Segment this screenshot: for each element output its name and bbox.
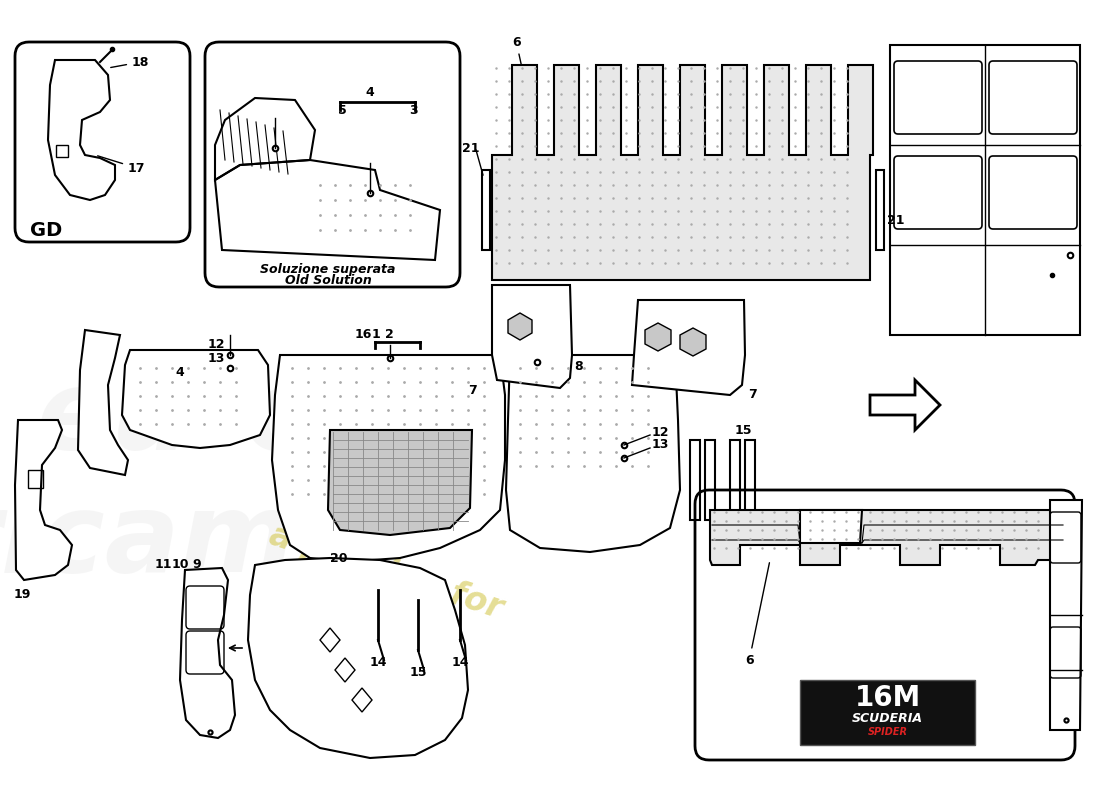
Polygon shape xyxy=(632,300,745,395)
Text: euro
ricambi: euro ricambi xyxy=(0,365,414,595)
Polygon shape xyxy=(352,688,372,712)
Text: 17: 17 xyxy=(98,156,145,174)
Bar xyxy=(56,145,68,157)
Text: 7: 7 xyxy=(748,389,757,402)
Text: 2: 2 xyxy=(385,327,394,341)
FancyBboxPatch shape xyxy=(695,490,1075,760)
Text: SCUDERIA: SCUDERIA xyxy=(852,711,923,725)
FancyBboxPatch shape xyxy=(205,42,460,287)
Polygon shape xyxy=(122,350,270,448)
Text: 8: 8 xyxy=(574,361,583,374)
Text: 4: 4 xyxy=(175,366,184,379)
Bar xyxy=(876,170,884,250)
Polygon shape xyxy=(336,658,355,682)
Polygon shape xyxy=(180,568,235,738)
Text: a passion for
parts: a passion for parts xyxy=(253,518,507,662)
Text: 5: 5 xyxy=(338,103,346,117)
Polygon shape xyxy=(645,323,671,351)
Text: 4: 4 xyxy=(365,86,374,98)
Text: 3: 3 xyxy=(409,103,417,117)
Polygon shape xyxy=(800,510,862,543)
Text: 10: 10 xyxy=(172,558,189,571)
Text: 6: 6 xyxy=(512,35,521,66)
Text: Soluzione superata: Soluzione superata xyxy=(261,263,396,276)
Polygon shape xyxy=(1050,500,1082,730)
Polygon shape xyxy=(680,328,706,356)
Bar xyxy=(730,440,740,520)
Text: 21: 21 xyxy=(462,142,480,154)
Text: 12: 12 xyxy=(208,338,226,351)
Text: 14: 14 xyxy=(370,655,387,669)
Polygon shape xyxy=(328,430,472,535)
Text: 12: 12 xyxy=(652,426,670,438)
FancyBboxPatch shape xyxy=(15,42,190,242)
Polygon shape xyxy=(320,628,340,652)
Polygon shape xyxy=(870,380,940,430)
Polygon shape xyxy=(508,313,532,340)
Text: 14: 14 xyxy=(452,655,470,669)
Polygon shape xyxy=(248,558,468,758)
Text: Old Solution: Old Solution xyxy=(285,274,372,287)
Text: 18: 18 xyxy=(111,55,150,69)
Text: 15: 15 xyxy=(410,666,428,678)
Text: GD: GD xyxy=(30,221,63,239)
Polygon shape xyxy=(492,65,873,280)
Polygon shape xyxy=(492,285,572,388)
Text: 11: 11 xyxy=(155,558,173,571)
Bar xyxy=(690,440,700,520)
Text: 15: 15 xyxy=(735,423,752,437)
Bar xyxy=(745,440,755,520)
Text: 16: 16 xyxy=(355,327,373,341)
Text: 20: 20 xyxy=(330,551,348,565)
Polygon shape xyxy=(506,355,680,552)
Polygon shape xyxy=(78,330,128,475)
Text: 13: 13 xyxy=(652,438,670,451)
Text: 7: 7 xyxy=(468,383,476,397)
Polygon shape xyxy=(15,420,72,580)
Text: 21: 21 xyxy=(887,214,904,226)
Bar xyxy=(800,680,975,745)
Polygon shape xyxy=(272,355,505,562)
Text: 9: 9 xyxy=(192,558,200,571)
Text: SPIDER: SPIDER xyxy=(868,727,908,737)
Polygon shape xyxy=(710,510,1063,565)
Bar xyxy=(28,470,43,488)
Text: 1: 1 xyxy=(372,327,381,341)
Text: 19: 19 xyxy=(14,589,32,602)
Text: 6: 6 xyxy=(745,562,769,666)
Bar xyxy=(705,440,715,520)
Bar xyxy=(482,170,490,250)
Polygon shape xyxy=(890,45,1080,335)
Text: 16M: 16M xyxy=(855,684,921,712)
Text: 13: 13 xyxy=(208,351,226,365)
